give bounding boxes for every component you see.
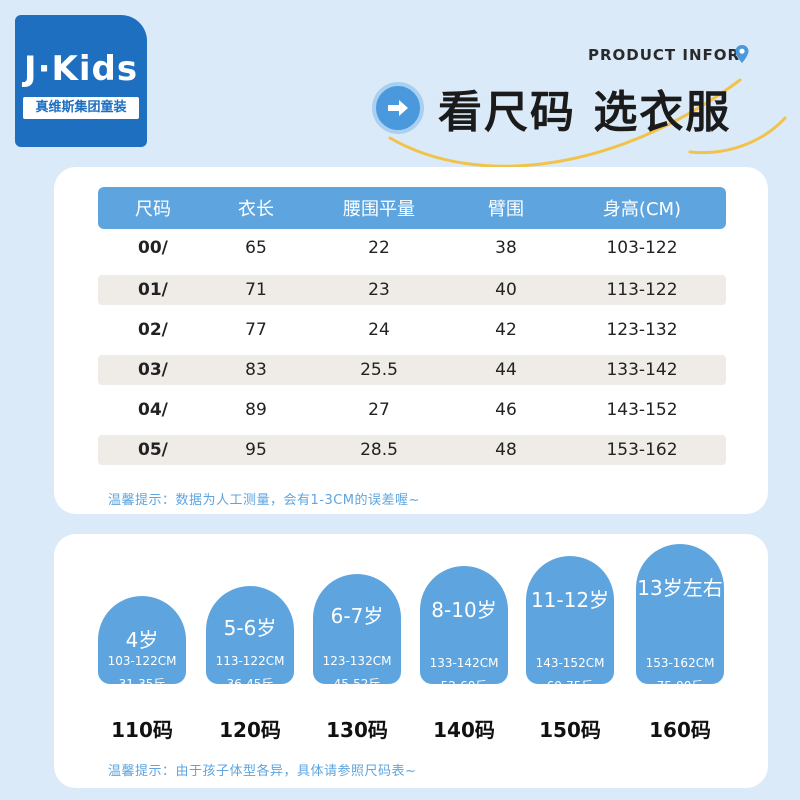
age-tag: 6-7岁 123-132CM 45-52斤 xyxy=(313,574,401,691)
header-length: 衣长 xyxy=(238,199,274,220)
cell-size: 02/ xyxy=(138,320,168,340)
height-range: 143-152CM xyxy=(535,656,605,670)
measurement-note: 温馨提示：数据为人工测量，会有1-3CM的误差喔~ xyxy=(108,493,420,508)
cell-arm: 42 xyxy=(495,320,517,340)
cell-arm: 46 xyxy=(495,400,517,420)
table-row: 00/ 65 22 38 103-122 xyxy=(98,233,726,263)
cell-arm: 40 xyxy=(495,280,517,300)
size-label: 160码 xyxy=(649,718,711,742)
weight-range: 31-35斤 xyxy=(118,677,166,691)
cell-height: 133-142 xyxy=(606,360,678,380)
cell-height: 103-122 xyxy=(606,238,678,258)
cell-length: 77 xyxy=(245,320,267,340)
age-tag: 13岁左右 153-162CM 75-90斤 xyxy=(636,544,724,693)
weight-range: 75-90斤 xyxy=(656,679,704,693)
size-label: 130码 xyxy=(326,718,388,742)
weight-range: 36-45斤 xyxy=(226,677,274,691)
age-label: 6-7岁 xyxy=(330,604,384,628)
table-header: 尺码 衣长 腰围平量 臂围 身高(CM) xyxy=(98,187,726,229)
arrow-badge xyxy=(372,82,424,134)
cell-size: 05/ xyxy=(138,440,168,460)
cell-height: 143-152 xyxy=(606,400,678,420)
cell-waist: 24 xyxy=(368,320,390,340)
table-row: 05/ 95 28.5 48 153-162 xyxy=(98,435,726,465)
cell-waist: 23 xyxy=(368,280,390,300)
age-guide-card: 4岁 103-122CM 31-35斤 110码 5-6岁 113-122CM … xyxy=(54,534,768,788)
age-label: 5-6岁 xyxy=(223,616,277,640)
age-tag: 4岁 103-122CM 31-35斤 xyxy=(98,596,186,691)
height-range: 113-122CM xyxy=(215,654,285,668)
age-label: 13岁左右 xyxy=(637,576,723,600)
weight-range: 45-52斤 xyxy=(333,677,381,691)
header-waist: 腰围平量 xyxy=(343,199,415,220)
header-size: 尺码 xyxy=(135,199,171,220)
cell-length: 83 xyxy=(245,360,267,380)
weight-range: 60-75斤 xyxy=(546,679,594,693)
cell-length: 95 xyxy=(245,440,267,460)
cell-length: 71 xyxy=(245,280,267,300)
cell-length: 65 xyxy=(245,238,267,258)
table-row: 03/ 83 25.5 44 133-142 xyxy=(98,355,726,385)
cell-height: 123-132 xyxy=(606,320,678,340)
table-row: 01/ 71 23 40 113-122 xyxy=(98,275,726,305)
cell-size: 04/ xyxy=(138,400,168,420)
size-label: 140码 xyxy=(433,718,495,742)
brand-name: J·Kids xyxy=(23,49,139,89)
height-range: 103-122CM xyxy=(107,654,177,668)
table-row: 04/ 89 27 46 143-152 xyxy=(98,395,726,425)
cell-size: 03/ xyxy=(138,360,168,380)
arrow-right-icon xyxy=(388,100,408,116)
cell-size: 01/ xyxy=(138,280,168,300)
size-label: 120码 xyxy=(219,718,281,742)
age-tag: 5-6岁 113-122CM 36-45斤 xyxy=(206,586,294,691)
size-table-card: 尺码 衣长 腰围平量 臂围 身高(CM) 00/ 65 22 38 103-12… xyxy=(54,167,768,514)
brand-subtitle: 真维斯集团童装 xyxy=(23,97,139,119)
cell-waist: 27 xyxy=(368,400,390,420)
age-label: 8-10岁 xyxy=(431,598,497,622)
size-label: 110码 xyxy=(111,718,173,742)
cell-length: 89 xyxy=(245,400,267,420)
weight-range: 52-60斤 xyxy=(440,679,488,693)
cell-arm: 44 xyxy=(495,360,517,380)
cell-waist: 25.5 xyxy=(360,360,398,380)
cell-waist: 28.5 xyxy=(360,440,398,460)
cell-arm: 38 xyxy=(495,238,517,258)
age-tag: 11-12岁 143-152CM 60-75斤 xyxy=(526,556,614,693)
age-tag: 8-10岁 133-142CM 52-60斤 xyxy=(420,566,508,693)
height-range: 133-142CM xyxy=(429,656,499,670)
brand-logo: J·Kids 真维斯集团童装 xyxy=(15,15,147,147)
cell-height: 153-162 xyxy=(606,440,678,460)
cell-size: 00/ xyxy=(138,238,168,258)
size-label: 150码 xyxy=(539,718,601,742)
cell-waist: 22 xyxy=(368,238,390,258)
swoosh-decoration xyxy=(388,78,787,168)
page-headline: 看尺码 选衣服 xyxy=(438,87,732,138)
age-label: 4岁 xyxy=(125,628,159,652)
cell-height: 113-122 xyxy=(606,280,678,300)
cell-arm: 48 xyxy=(495,440,517,460)
location-pin-icon xyxy=(735,45,749,63)
table-row: 02/ 77 24 42 123-132 xyxy=(98,315,726,345)
product-info-label: PRODUCT INFOR xyxy=(588,46,741,64)
header-height: 身高(CM) xyxy=(602,199,682,220)
header-arm: 臂围 xyxy=(488,199,524,220)
age-label: 11-12岁 xyxy=(530,588,610,612)
body-type-note: 温馨提示：由于孩子体型各异，具体请参照尺码表~ xyxy=(108,764,417,779)
height-range: 123-132CM xyxy=(322,654,392,668)
height-range: 153-162CM xyxy=(645,656,715,670)
